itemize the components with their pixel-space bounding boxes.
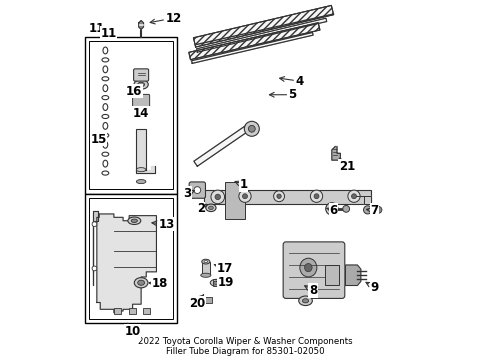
FancyBboxPatch shape bbox=[134, 69, 148, 81]
Ellipse shape bbox=[131, 219, 137, 222]
Circle shape bbox=[277, 194, 281, 198]
Bar bbox=[85, 37, 177, 194]
Circle shape bbox=[133, 105, 146, 118]
Text: 5: 5 bbox=[270, 88, 297, 101]
Ellipse shape bbox=[206, 204, 216, 212]
Text: 3: 3 bbox=[183, 187, 195, 200]
Text: 10: 10 bbox=[124, 323, 141, 338]
Circle shape bbox=[137, 109, 142, 114]
FancyBboxPatch shape bbox=[283, 242, 345, 298]
Circle shape bbox=[273, 191, 285, 202]
Bar bbox=[89, 41, 173, 189]
Polygon shape bbox=[345, 265, 361, 285]
Text: 19: 19 bbox=[216, 276, 234, 289]
Circle shape bbox=[310, 190, 322, 202]
Text: 2: 2 bbox=[196, 202, 207, 215]
Text: 4: 4 bbox=[280, 75, 304, 87]
Circle shape bbox=[348, 190, 360, 202]
Polygon shape bbox=[136, 166, 155, 173]
Polygon shape bbox=[194, 124, 252, 166]
Bar bbox=[136, 129, 146, 170]
Text: 2022 Toyota Corolla Wiper & Washer Components
Filler Tube Diagram for 85301-0205: 2022 Toyota Corolla Wiper & Washer Compo… bbox=[138, 337, 352, 356]
Bar bbox=[204, 297, 212, 303]
Bar bbox=[129, 308, 136, 314]
Ellipse shape bbox=[138, 82, 145, 87]
Circle shape bbox=[314, 194, 319, 199]
Text: 18: 18 bbox=[149, 277, 168, 290]
Text: 17: 17 bbox=[214, 262, 233, 275]
Text: 14: 14 bbox=[133, 107, 149, 120]
Bar bbox=[325, 265, 339, 285]
Circle shape bbox=[364, 206, 372, 214]
Text: 1: 1 bbox=[235, 179, 247, 192]
Ellipse shape bbox=[201, 273, 211, 277]
Circle shape bbox=[239, 190, 251, 202]
Ellipse shape bbox=[128, 217, 141, 225]
Ellipse shape bbox=[138, 280, 145, 285]
Ellipse shape bbox=[134, 278, 148, 288]
Circle shape bbox=[194, 187, 201, 194]
Circle shape bbox=[243, 194, 247, 199]
Polygon shape bbox=[192, 32, 313, 63]
Bar bbox=[114, 308, 121, 314]
Bar bbox=[213, 279, 220, 286]
Bar bbox=[143, 308, 149, 314]
Ellipse shape bbox=[305, 264, 312, 272]
Ellipse shape bbox=[213, 281, 219, 284]
Polygon shape bbox=[196, 18, 327, 52]
Ellipse shape bbox=[302, 299, 309, 303]
Text: 16: 16 bbox=[126, 85, 143, 98]
Ellipse shape bbox=[199, 298, 203, 301]
Ellipse shape bbox=[299, 296, 312, 306]
Ellipse shape bbox=[202, 259, 210, 264]
Ellipse shape bbox=[134, 80, 148, 89]
Text: 11: 11 bbox=[100, 27, 117, 40]
Ellipse shape bbox=[300, 258, 317, 277]
Text: 13: 13 bbox=[152, 218, 175, 231]
Ellipse shape bbox=[136, 180, 146, 184]
Circle shape bbox=[248, 125, 255, 132]
Text: 8: 8 bbox=[305, 284, 317, 297]
Polygon shape bbox=[189, 23, 320, 60]
FancyBboxPatch shape bbox=[133, 94, 149, 107]
Polygon shape bbox=[97, 214, 156, 313]
Circle shape bbox=[92, 266, 97, 271]
Text: 12: 12 bbox=[150, 12, 182, 24]
Polygon shape bbox=[332, 147, 341, 160]
Ellipse shape bbox=[210, 279, 222, 286]
Polygon shape bbox=[354, 196, 371, 204]
Bar bbox=[204, 190, 371, 204]
Circle shape bbox=[351, 194, 356, 199]
Bar bbox=[85, 194, 177, 323]
Text: 9: 9 bbox=[366, 281, 379, 294]
Polygon shape bbox=[194, 5, 334, 47]
Circle shape bbox=[215, 194, 221, 200]
Bar bbox=[224, 181, 245, 219]
Ellipse shape bbox=[209, 206, 213, 210]
Text: 21: 21 bbox=[339, 158, 355, 173]
Ellipse shape bbox=[204, 261, 208, 263]
Circle shape bbox=[343, 206, 349, 212]
Ellipse shape bbox=[136, 168, 146, 172]
Bar bbox=[202, 262, 210, 275]
Ellipse shape bbox=[196, 296, 206, 302]
Circle shape bbox=[326, 203, 338, 215]
Text: 7: 7 bbox=[367, 204, 378, 217]
FancyBboxPatch shape bbox=[189, 182, 205, 198]
Polygon shape bbox=[93, 211, 98, 285]
Text: 6: 6 bbox=[327, 204, 338, 217]
Circle shape bbox=[329, 206, 335, 212]
Text: 20: 20 bbox=[189, 295, 205, 310]
Circle shape bbox=[211, 190, 224, 204]
Bar bbox=[89, 198, 173, 319]
Circle shape bbox=[375, 206, 382, 213]
Text: 11: 11 bbox=[88, 22, 104, 35]
Polygon shape bbox=[139, 21, 144, 30]
Text: 15: 15 bbox=[90, 132, 107, 145]
Circle shape bbox=[245, 121, 259, 136]
Circle shape bbox=[92, 222, 97, 226]
